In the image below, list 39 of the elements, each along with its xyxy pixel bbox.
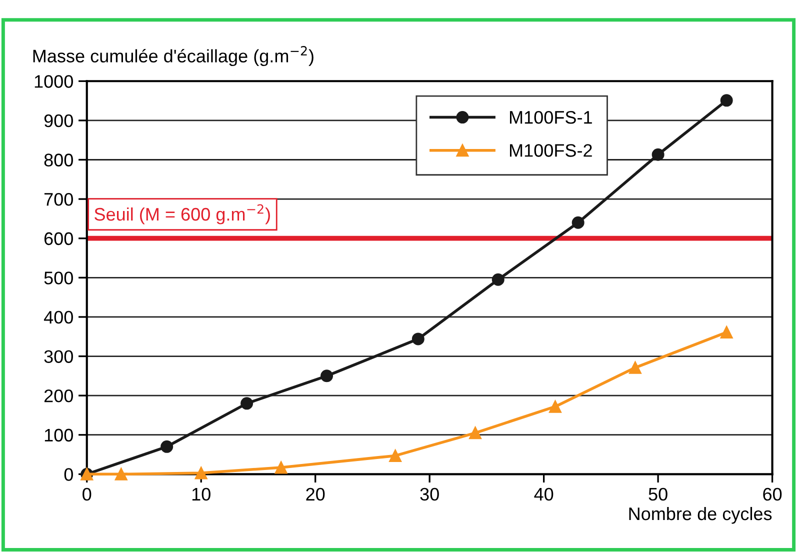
y-tick-label: 400 [44,310,73,324]
y-tick-label: 300 [44,350,73,363]
point [652,148,664,161]
point [194,466,208,480]
x-tick-label: 30 [420,488,439,501]
point [628,361,642,374]
point [240,397,254,410]
x-tick-label: 60 [763,488,782,501]
point [572,216,584,229]
y-tick-label: 500 [44,272,73,284]
x-tick-label: 50 [648,488,668,501]
y-axis-title: Masse cumulée d'écaillage (g.m$^{−2}$) [33,46,314,66]
legend-label: M100FS-1 [510,110,592,124]
x-tick-label: 20 [306,488,325,501]
y-tick-label: 200 [44,390,73,402]
point [320,370,334,382]
x-tick-label: 0 [82,488,92,501]
y-tick-label: 100 [44,428,73,442]
point [720,94,733,107]
point [114,468,128,480]
x-tick-label: 40 [534,488,554,501]
point [720,326,733,339]
legend-label: M100FS-2 [510,144,592,157]
point [469,426,482,440]
point [389,449,402,462]
x-tick-label: 10 [192,488,210,501]
ref-line-label: Seuil (M = 600 g.m$^{−2}$) [94,204,270,224]
y-tick-label: 1000 [34,75,73,88]
y-tick-label: 0 [64,468,73,481]
x-axis-title: Nombre de cycles [629,506,772,524]
y-tick-label: 900 [44,114,73,128]
y-tick-label: 600 [44,232,73,246]
point [160,440,174,453]
point [412,332,424,346]
y-tick-label: 700 [44,192,73,206]
point [274,461,288,474]
point [492,273,504,286]
y-tick-label: 800 [44,154,73,166]
point [548,400,562,413]
